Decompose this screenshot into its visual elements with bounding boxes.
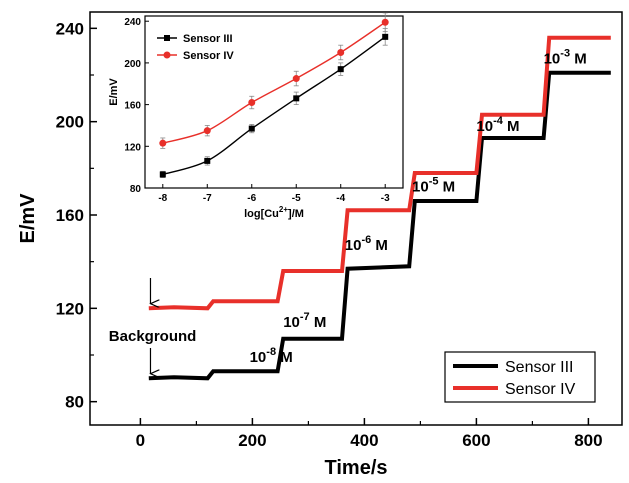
inset-point-sensor-iii-1: [204, 157, 211, 164]
y-axis-title: E/mV: [17, 193, 39, 244]
inset-point-sensor-iii-2: [248, 125, 255, 132]
inset-point-sensor-iv-5: [381, 18, 389, 26]
inset-legend-marker-0: [164, 35, 170, 41]
inset-legend: Sensor III Sensor IV: [157, 33, 234, 62]
inset-x-axis-title: log[Cu2+]/M: [244, 205, 304, 220]
main-legend: Sensor III Sensor IV: [444, 351, 596, 403]
main-plot-frame: [89, 11, 623, 426]
inset-x-tick-label-1: -7: [203, 193, 212, 204]
x-tick-label-3: 600: [462, 431, 490, 450]
y-tick-label-4: 240: [56, 19, 84, 38]
x-tick-label-4: 800: [574, 431, 602, 450]
inset-point-sensor-iv-0: [159, 139, 167, 147]
inset-point-sensor-iv-4: [337, 48, 345, 56]
inset-legend-label-1: Sensor IV: [183, 50, 234, 62]
concentration-label-5: 10-4 M: [476, 115, 519, 135]
y-tick-label-0: 80: [65, 393, 84, 412]
inset-point-sensor-iii-0: [159, 171, 166, 178]
main-legend-box: [444, 351, 596, 403]
inset-point-sensor-iv-3: [292, 75, 300, 83]
inset-point-sensor-iii-5: [382, 33, 389, 40]
legend-label-0: Sensor III: [505, 359, 573, 376]
inset-chart: -8 -7 -6 -5 -4 -3 80 120 160 200 240 log[Cu2+]/M E/m…: [108, 12, 404, 220]
inset-point-sensor-iii-3: [293, 95, 300, 102]
series-line-sensor-iii: [148, 70, 611, 381]
inset-line-sensor-iv: [162, 21, 386, 144]
inset-x-tick-label-3: -5: [292, 193, 301, 204]
concentration-label-6: 10-3 M: [544, 47, 587, 67]
concentration-label-1: 10-8 M: [250, 346, 293, 366]
inset-y-tick-label-1: 120: [124, 142, 141, 153]
y-tick-label-1: 120: [56, 299, 84, 318]
inset-line-sensor-iii: [162, 36, 386, 176]
legend-label-1: Sensor IV: [505, 381, 576, 398]
concentration-label-2: 10-7 M: [283, 311, 326, 331]
inset-x-tick-label-2: -6: [247, 193, 256, 204]
inset-plot-frame: [144, 15, 404, 189]
inset-x-tick-label-0: -8: [158, 193, 167, 204]
inset-legend-marker-1: [163, 51, 171, 59]
x-axis-title: Time/s: [325, 457, 388, 479]
inset-point-sensor-iii-4: [337, 66, 344, 73]
x-tick-label-2: 400: [350, 431, 378, 450]
inset-y-tick-label-2: 160: [124, 101, 141, 112]
inset-x-tick-label-4: -4: [336, 193, 345, 204]
inset-y-tick-label-3: 200: [124, 59, 141, 70]
inset-y-tick-label-0: 80: [130, 184, 142, 195]
background-label: Background: [109, 328, 197, 345]
x-tick-label-0: 0: [136, 431, 145, 450]
inset-point-sensor-iv-2: [248, 99, 256, 107]
concentration-label-3: 10-6 M: [345, 234, 388, 254]
inset-legend-label-0: Sensor III: [183, 33, 233, 45]
y-tick-label-3: 200: [56, 113, 84, 132]
series-line-sensor-iv: [148, 35, 611, 311]
x-tick-label-1: 200: [238, 431, 266, 450]
inset-point-sensor-iv-1: [203, 127, 211, 135]
y-tick-label-2: 160: [56, 206, 84, 225]
inset-y-tick-label-4: 240: [124, 17, 141, 28]
concentration-label-4: 10-5 M: [412, 176, 455, 196]
inset-x-tick-label-5: -3: [381, 193, 390, 204]
inset-y-axis-title: E/mV: [108, 78, 120, 106]
